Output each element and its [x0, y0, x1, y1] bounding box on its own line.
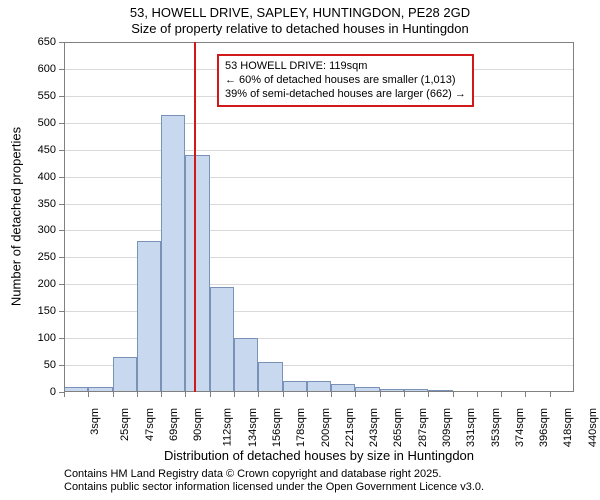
- footer-note: Contains HM Land Registry data © Crown c…: [64, 468, 484, 494]
- x-tick-label: 265sqm: [393, 408, 405, 447]
- y-tick-mark: [59, 42, 64, 43]
- x-axis-line: [64, 391, 574, 392]
- x-tick-mark: [210, 392, 211, 397]
- chart-title-line1: 53, HOWELL DRIVE, SAPLEY, HUNTINGDON, PE…: [0, 5, 600, 21]
- x-tick-label: 221sqm: [344, 408, 356, 447]
- x-tick-label: 287sqm: [417, 408, 429, 447]
- y-tick-mark: [59, 230, 64, 231]
- x-tick-label: 200sqm: [320, 408, 332, 447]
- y-tick-mark: [59, 365, 64, 366]
- x-tick-mark: [307, 392, 308, 397]
- grid-line: [64, 150, 574, 151]
- reference-line: [194, 42, 196, 392]
- x-tick-mark: [234, 392, 235, 397]
- grid-line: [64, 230, 574, 231]
- grid-line: [64, 177, 574, 178]
- x-tick-label: 396sqm: [538, 408, 550, 447]
- y-tick-mark: [59, 257, 64, 258]
- x-tick-mark: [64, 392, 65, 397]
- x-tick-mark: [404, 392, 405, 397]
- callout-title: 53 HOWELL DRIVE: 119sqm: [225, 60, 466, 74]
- x-tick-mark: [501, 392, 502, 397]
- x-tick-mark: [137, 392, 138, 397]
- y-axis-line: [64, 42, 65, 392]
- right-axis-line: [573, 42, 574, 392]
- x-tick-label: 156sqm: [271, 408, 283, 447]
- x-tick-mark: [185, 392, 186, 397]
- x-tick-label: 47sqm: [144, 408, 156, 441]
- x-tick-label: 309sqm: [441, 408, 453, 447]
- x-tick-label: 374sqm: [514, 408, 526, 447]
- x-tick-mark: [550, 392, 551, 397]
- x-tick-mark: [283, 392, 284, 397]
- x-tick-label: 331sqm: [465, 408, 477, 447]
- x-tick-label: 243sqm: [368, 408, 380, 447]
- y-tick-label: 600: [26, 63, 56, 75]
- title-block: 53, HOWELL DRIVE, SAPLEY, HUNTINGDON, PE…: [0, 5, 600, 36]
- top-axis-line: [64, 42, 574, 43]
- histogram-bar: [113, 357, 137, 392]
- grid-line: [64, 123, 574, 124]
- x-tick-label: 178sqm: [295, 408, 307, 447]
- x-tick-label: 440sqm: [587, 408, 599, 447]
- x-tick-mark: [428, 392, 429, 397]
- grid-line: [64, 204, 574, 205]
- x-tick-mark: [453, 392, 454, 397]
- y-tick-label: 550: [26, 90, 56, 102]
- histogram-bar: [258, 362, 282, 392]
- x-tick-label: 134sqm: [247, 408, 259, 447]
- y-tick-label: 250: [26, 251, 56, 263]
- x-tick-label: 3sqm: [89, 408, 101, 435]
- y-tick-mark: [59, 338, 64, 339]
- figure: 53, HOWELL DRIVE, SAPLEY, HUNTINGDON, PE…: [0, 0, 600, 500]
- y-tick-label: 50: [26, 359, 56, 371]
- x-tick-mark: [113, 392, 114, 397]
- x-tick-mark: [331, 392, 332, 397]
- footer-line1: Contains HM Land Registry data © Crown c…: [64, 468, 484, 481]
- y-axis-label: Number of detached properties: [9, 107, 24, 327]
- x-tick-mark: [258, 392, 259, 397]
- y-tick-label: 350: [26, 198, 56, 210]
- y-tick-mark: [59, 96, 64, 97]
- x-tick-label: 418sqm: [563, 408, 575, 447]
- x-tick-mark: [525, 392, 526, 397]
- y-tick-mark: [59, 204, 64, 205]
- x-tick-label: 69sqm: [168, 408, 180, 441]
- y-tick-mark: [59, 123, 64, 124]
- x-tick-label: 90sqm: [192, 408, 204, 441]
- y-tick-label: 100: [26, 332, 56, 344]
- x-tick-mark: [380, 392, 381, 397]
- y-tick-mark: [59, 150, 64, 151]
- y-tick-mark: [59, 69, 64, 70]
- x-tick-label: 112sqm: [222, 408, 234, 446]
- y-tick-label: 650: [26, 36, 56, 48]
- y-tick-label: 450: [26, 144, 56, 156]
- chart-title-line2: Size of property relative to detached ho…: [0, 21, 600, 37]
- y-tick-mark: [59, 177, 64, 178]
- y-tick-mark: [59, 311, 64, 312]
- footer-line2: Contains public sector information licen…: [64, 481, 484, 494]
- callout-line2: ← 60% of detached houses are smaller (1,…: [225, 74, 466, 88]
- y-tick-label: 500: [26, 117, 56, 129]
- y-tick-label: 0: [26, 386, 56, 398]
- y-tick-mark: [59, 284, 64, 285]
- x-tick-label: 25sqm: [119, 408, 131, 441]
- histogram-bar: [161, 115, 185, 392]
- callout-box: 53 HOWELL DRIVE: 119sqm← 60% of detached…: [217, 54, 474, 107]
- x-tick-label: 353sqm: [490, 408, 502, 447]
- x-tick-mark: [355, 392, 356, 397]
- x-tick-mark: [88, 392, 89, 397]
- x-axis-label: Distribution of detached houses by size …: [64, 448, 574, 463]
- histogram-bar: [137, 241, 161, 392]
- x-tick-mark: [161, 392, 162, 397]
- y-tick-label: 150: [26, 305, 56, 317]
- histogram-bar: [234, 338, 258, 392]
- y-tick-label: 400: [26, 171, 56, 183]
- histogram-bar: [185, 155, 209, 392]
- y-tick-label: 300: [26, 224, 56, 236]
- histogram-bar: [210, 287, 234, 392]
- y-tick-label: 200: [26, 278, 56, 290]
- callout-line3: 39% of semi-detached houses are larger (…: [225, 88, 466, 102]
- x-tick-mark: [477, 392, 478, 397]
